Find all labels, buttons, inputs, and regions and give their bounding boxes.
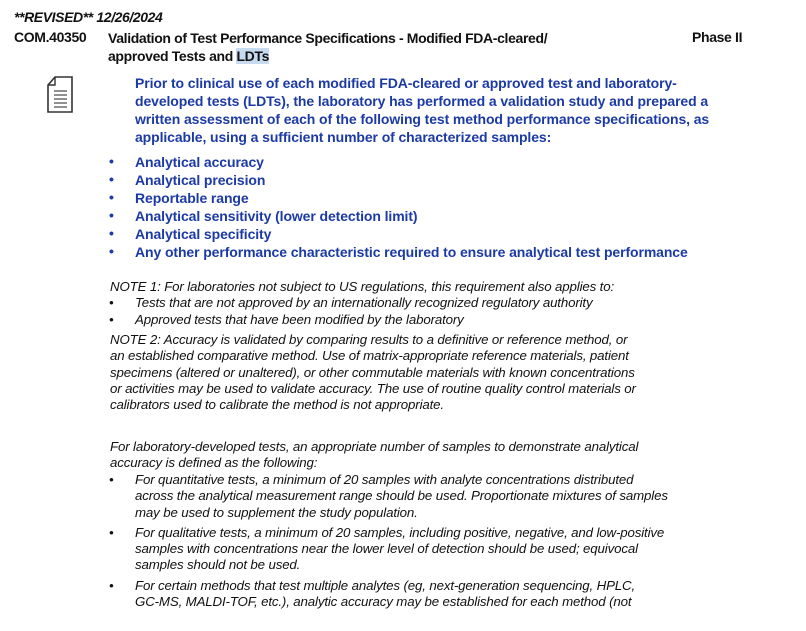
ldt-bullet-item: • For quantitative tests, a minimum of 20… <box>109 472 668 521</box>
bullet-icon: • <box>109 311 114 327</box>
requirement-line: applicable, using a sufficient number of… <box>135 129 552 145</box>
ldt-bullet-line: samples with concentrations near the low… <box>135 541 638 557</box>
title-line-2: approved Tests and <box>108 48 237 64</box>
document-checklist-icon <box>47 76 73 113</box>
note-2-line: NOTE 2: Accuracy is validated by compari… <box>110 332 628 347</box>
requirement-line: developed tests (LDTs), the laboratory h… <box>135 93 709 109</box>
ldt-bullet-line: For quantitative tests, a minimum of 20 … <box>135 472 634 487</box>
note-2-line: calibrators used to calibrate the method… <box>110 397 444 413</box>
bullet-icon: • <box>109 171 114 187</box>
bullet-icon: • <box>109 189 114 205</box>
note-2-line: or activities may be used to validate ac… <box>110 380 636 396</box>
requirement-bullet-item: Analytical precision <box>135 172 266 188</box>
bullet-icon: • <box>109 472 114 487</box>
requirement-bullets: • Analytical accuracy • Analytical precisio… <box>109 153 688 261</box>
bullet-icon: • <box>109 225 114 241</box>
ldt-bullet-item: • For qualitative tests, a minimum of 20 … <box>109 524 668 574</box>
bullet-icon: • <box>109 207 114 223</box>
ldt-bullet-item: • For certain methods that test multiple … <box>109 577 668 611</box>
bullet-icon: • <box>109 243 114 259</box>
title-line-1: Validation of Test Performance Specifica… <box>108 30 548 46</box>
bullet-icon: • <box>109 524 114 540</box>
ldt-bullet-line: may be used to supplement the study popu… <box>135 504 418 520</box>
requirement-bullet-item: Analytical specificity <box>135 226 272 242</box>
note-2-line: specimens (altered or unaltered), or oth… <box>110 364 635 380</box>
note-2-line: an established comparative method. Use o… <box>110 348 629 364</box>
note-1-text: NOTE 1: For laboratories not subject to … <box>110 279 615 294</box>
bullet-icon: • <box>109 295 114 311</box>
ldt-bullet-line: across the analytical measurement range … <box>135 488 668 504</box>
requirement-bullet-item: Any other performance characteristic req… <box>135 244 688 260</box>
ldt-bullet-line: samples should not be used. <box>135 557 301 573</box>
ldt-line: accuracy is defined as the following: <box>110 455 318 471</box>
requirement-bullet-item: Reportable range <box>135 190 249 206</box>
ldt-bullet-line: For certain methods that test multiple a… <box>135 577 636 593</box>
requirement-title: Validation of Test Performance Specifica… <box>108 29 548 65</box>
ldt-line: For laboratory-developed tests, an appro… <box>110 439 639 454</box>
revised-date: **REVISED** 12/26/2024 <box>14 9 163 25</box>
note-1-bullet-item: Approved tests that have been modified b… <box>135 311 464 327</box>
phase-label: Phase II <box>692 29 743 45</box>
bullet-icon: • <box>109 577 114 593</box>
requirement-bullet-item: Analytical accuracy <box>135 154 264 170</box>
requirement-line: written assessment of each of the follow… <box>135 111 710 127</box>
note-1-bullet-item: Tests that are not approved by an intern… <box>135 295 593 311</box>
ldt-bullets: • For quantitative tests, a minimum of 20… <box>109 472 668 614</box>
requirement-text: Prior to clinical use of each modified F… <box>135 74 709 146</box>
ldt-bullet-line: For qualitative tests, a minimum of 20 s… <box>135 524 665 540</box>
note-1: NOTE 1: For laboratories not subject to … <box>109 279 615 328</box>
requirement-line: Prior to clinical use of each modified F… <box>135 75 677 91</box>
requirement-bullet-item: Analytical sensitivity (lower detection … <box>135 208 418 224</box>
note-2: NOTE 2: Accuracy is validated by compari… <box>110 332 636 413</box>
highlighted-text: LDTs <box>236 48 270 64</box>
bullet-icon: • <box>109 153 114 169</box>
ldt-bullet-line: GC-MS, MALDI-TOF, etc.), analytic accura… <box>135 594 632 610</box>
ldt-accuracy-text: For laboratory-developed tests, an appro… <box>110 439 638 472</box>
requirement-code: COM.40350 <box>14 29 87 45</box>
